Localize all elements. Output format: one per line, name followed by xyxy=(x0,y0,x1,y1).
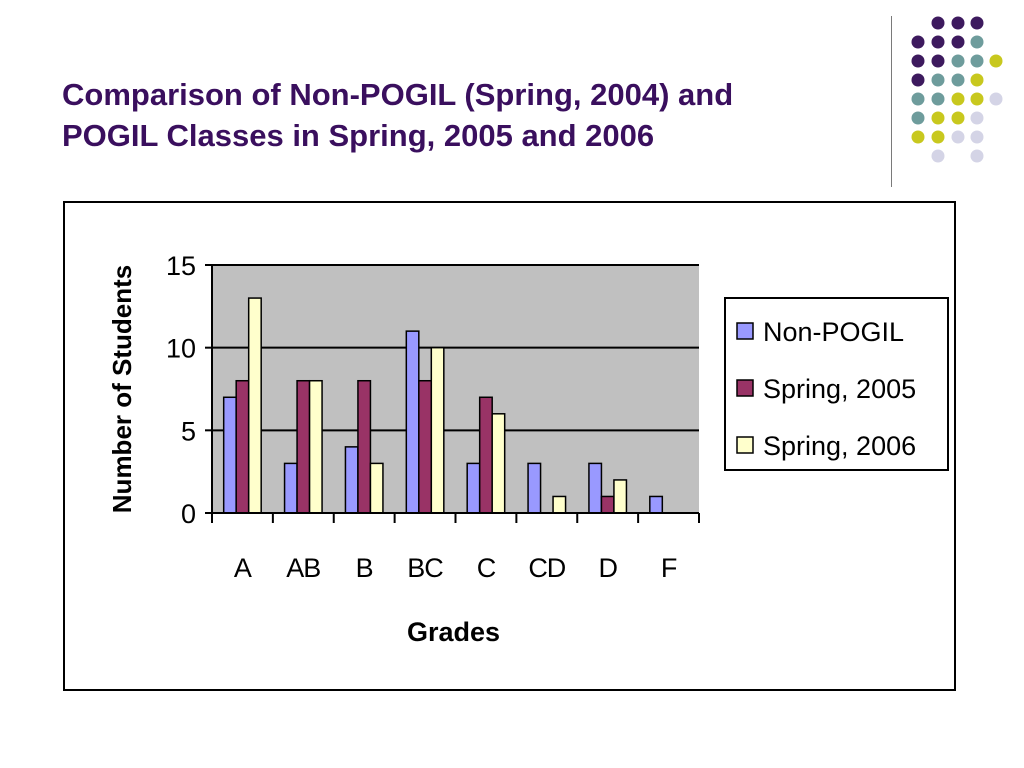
x-tick-label: F xyxy=(661,553,677,583)
decorative-dot xyxy=(970,111,984,125)
decorative-dot xyxy=(931,92,945,106)
y-axis-label: Number of Students xyxy=(107,265,137,513)
slide-title-line-1: Comparison of Non-POGIL (Spring, 2004) a… xyxy=(62,77,734,112)
decorative-dot xyxy=(951,73,965,87)
decorative-dot xyxy=(911,35,925,49)
x-axis-label: Grades xyxy=(407,617,500,647)
bar-spring-2006 xyxy=(247,297,262,514)
x-tick-label: A xyxy=(234,553,252,583)
legend: Non-POGIL Spring, 2005 Spring, 2006 xyxy=(724,297,949,471)
bar-spring-2005 xyxy=(357,379,372,514)
bar-spring-2005 xyxy=(235,379,250,514)
bar-non-pogil xyxy=(344,446,359,514)
decorative-dot xyxy=(951,111,965,125)
chart-frame: 0 5 10 15 A AB B BC C CD D F Number of Students Gr… xyxy=(63,201,956,691)
bar-non-pogil xyxy=(405,330,420,514)
decorative-dot xyxy=(931,111,945,125)
decorative-dot xyxy=(931,73,945,87)
legend-swatch xyxy=(736,436,754,454)
legend-swatch xyxy=(736,322,754,340)
decorative-dot xyxy=(931,54,945,68)
decorative-dot xyxy=(970,54,984,68)
bar-spring-2005 xyxy=(296,379,311,514)
legend-label: Spring, 2005 xyxy=(763,374,916,404)
bar-non-pogil xyxy=(222,396,237,514)
x-tick-labels: A AB B BC C CD D F xyxy=(234,553,678,583)
decorative-dot xyxy=(951,130,965,144)
y-tick-label: 10 xyxy=(166,334,196,364)
decorative-dot xyxy=(951,35,965,49)
bar-spring-2006 xyxy=(430,346,445,514)
y-tick-label: 15 xyxy=(166,251,196,281)
x-tick-label: BC xyxy=(407,553,443,583)
decorative-dot xyxy=(911,54,925,68)
bars xyxy=(222,297,664,514)
decorative-dot xyxy=(970,35,984,49)
bar-chart: 0 5 10 15 A AB B BC C CD D F Number of Students Gr… xyxy=(107,251,949,647)
gridlines xyxy=(212,264,699,432)
bar-non-pogil xyxy=(527,462,542,514)
axes xyxy=(205,264,700,523)
legend-label: Non-POGIL xyxy=(763,317,904,347)
bar-spring-2005 xyxy=(600,495,615,514)
bar-non-pogil xyxy=(283,462,298,514)
x-tick-label: D xyxy=(598,553,617,583)
x-tick-label: C xyxy=(477,553,496,583)
bar-spring-2005 xyxy=(478,396,493,514)
decorative-dot xyxy=(911,130,925,144)
bar-spring-2005 xyxy=(418,379,433,514)
decorative-dot xyxy=(951,92,965,106)
decorative-dot xyxy=(951,54,965,68)
decorative-dot xyxy=(931,149,945,163)
decorative-dot xyxy=(931,35,945,49)
y-tick-label: 5 xyxy=(181,416,196,446)
bar-spring-2006 xyxy=(552,495,567,514)
decorative-dot xyxy=(989,92,1003,106)
decorative-dot xyxy=(989,54,1003,68)
decorative-dot xyxy=(970,73,984,87)
decorative-dot xyxy=(931,16,945,30)
slide-title: Comparison of Non-POGIL (Spring, 2004) a… xyxy=(62,74,842,156)
decorative-dot xyxy=(970,149,984,163)
x-tick-label: CD xyxy=(528,553,565,583)
y-tick-labels: 0 5 10 15 xyxy=(166,251,196,529)
bar-spring-2006 xyxy=(613,479,628,514)
header-divider xyxy=(891,16,892,187)
legend-swatch xyxy=(736,379,754,397)
bar-non-pogil xyxy=(649,495,664,514)
legend-label: Spring, 2006 xyxy=(763,431,916,461)
bar-spring-2006 xyxy=(491,413,506,514)
bar-spring-2006 xyxy=(369,462,384,514)
x-tick-label: AB xyxy=(286,553,320,583)
decorative-dot xyxy=(970,16,984,30)
y-tick-label: 0 xyxy=(181,499,196,529)
decorative-dot xyxy=(911,73,925,87)
decorative-dot xyxy=(951,16,965,30)
bar-non-pogil xyxy=(588,462,603,514)
decorative-dot xyxy=(931,130,945,144)
legend-box xyxy=(724,297,949,471)
x-tick-label: B xyxy=(356,553,373,583)
decorative-dot xyxy=(911,111,925,125)
bar-spring-2006 xyxy=(308,379,323,514)
slide-title-line-2: POGIL Classes in Spring, 2005 and 2006 xyxy=(62,118,655,153)
bar-non-pogil xyxy=(466,462,481,514)
decorative-dot xyxy=(970,92,984,106)
decorative-dot xyxy=(911,92,925,106)
decorative-dot xyxy=(970,130,984,144)
